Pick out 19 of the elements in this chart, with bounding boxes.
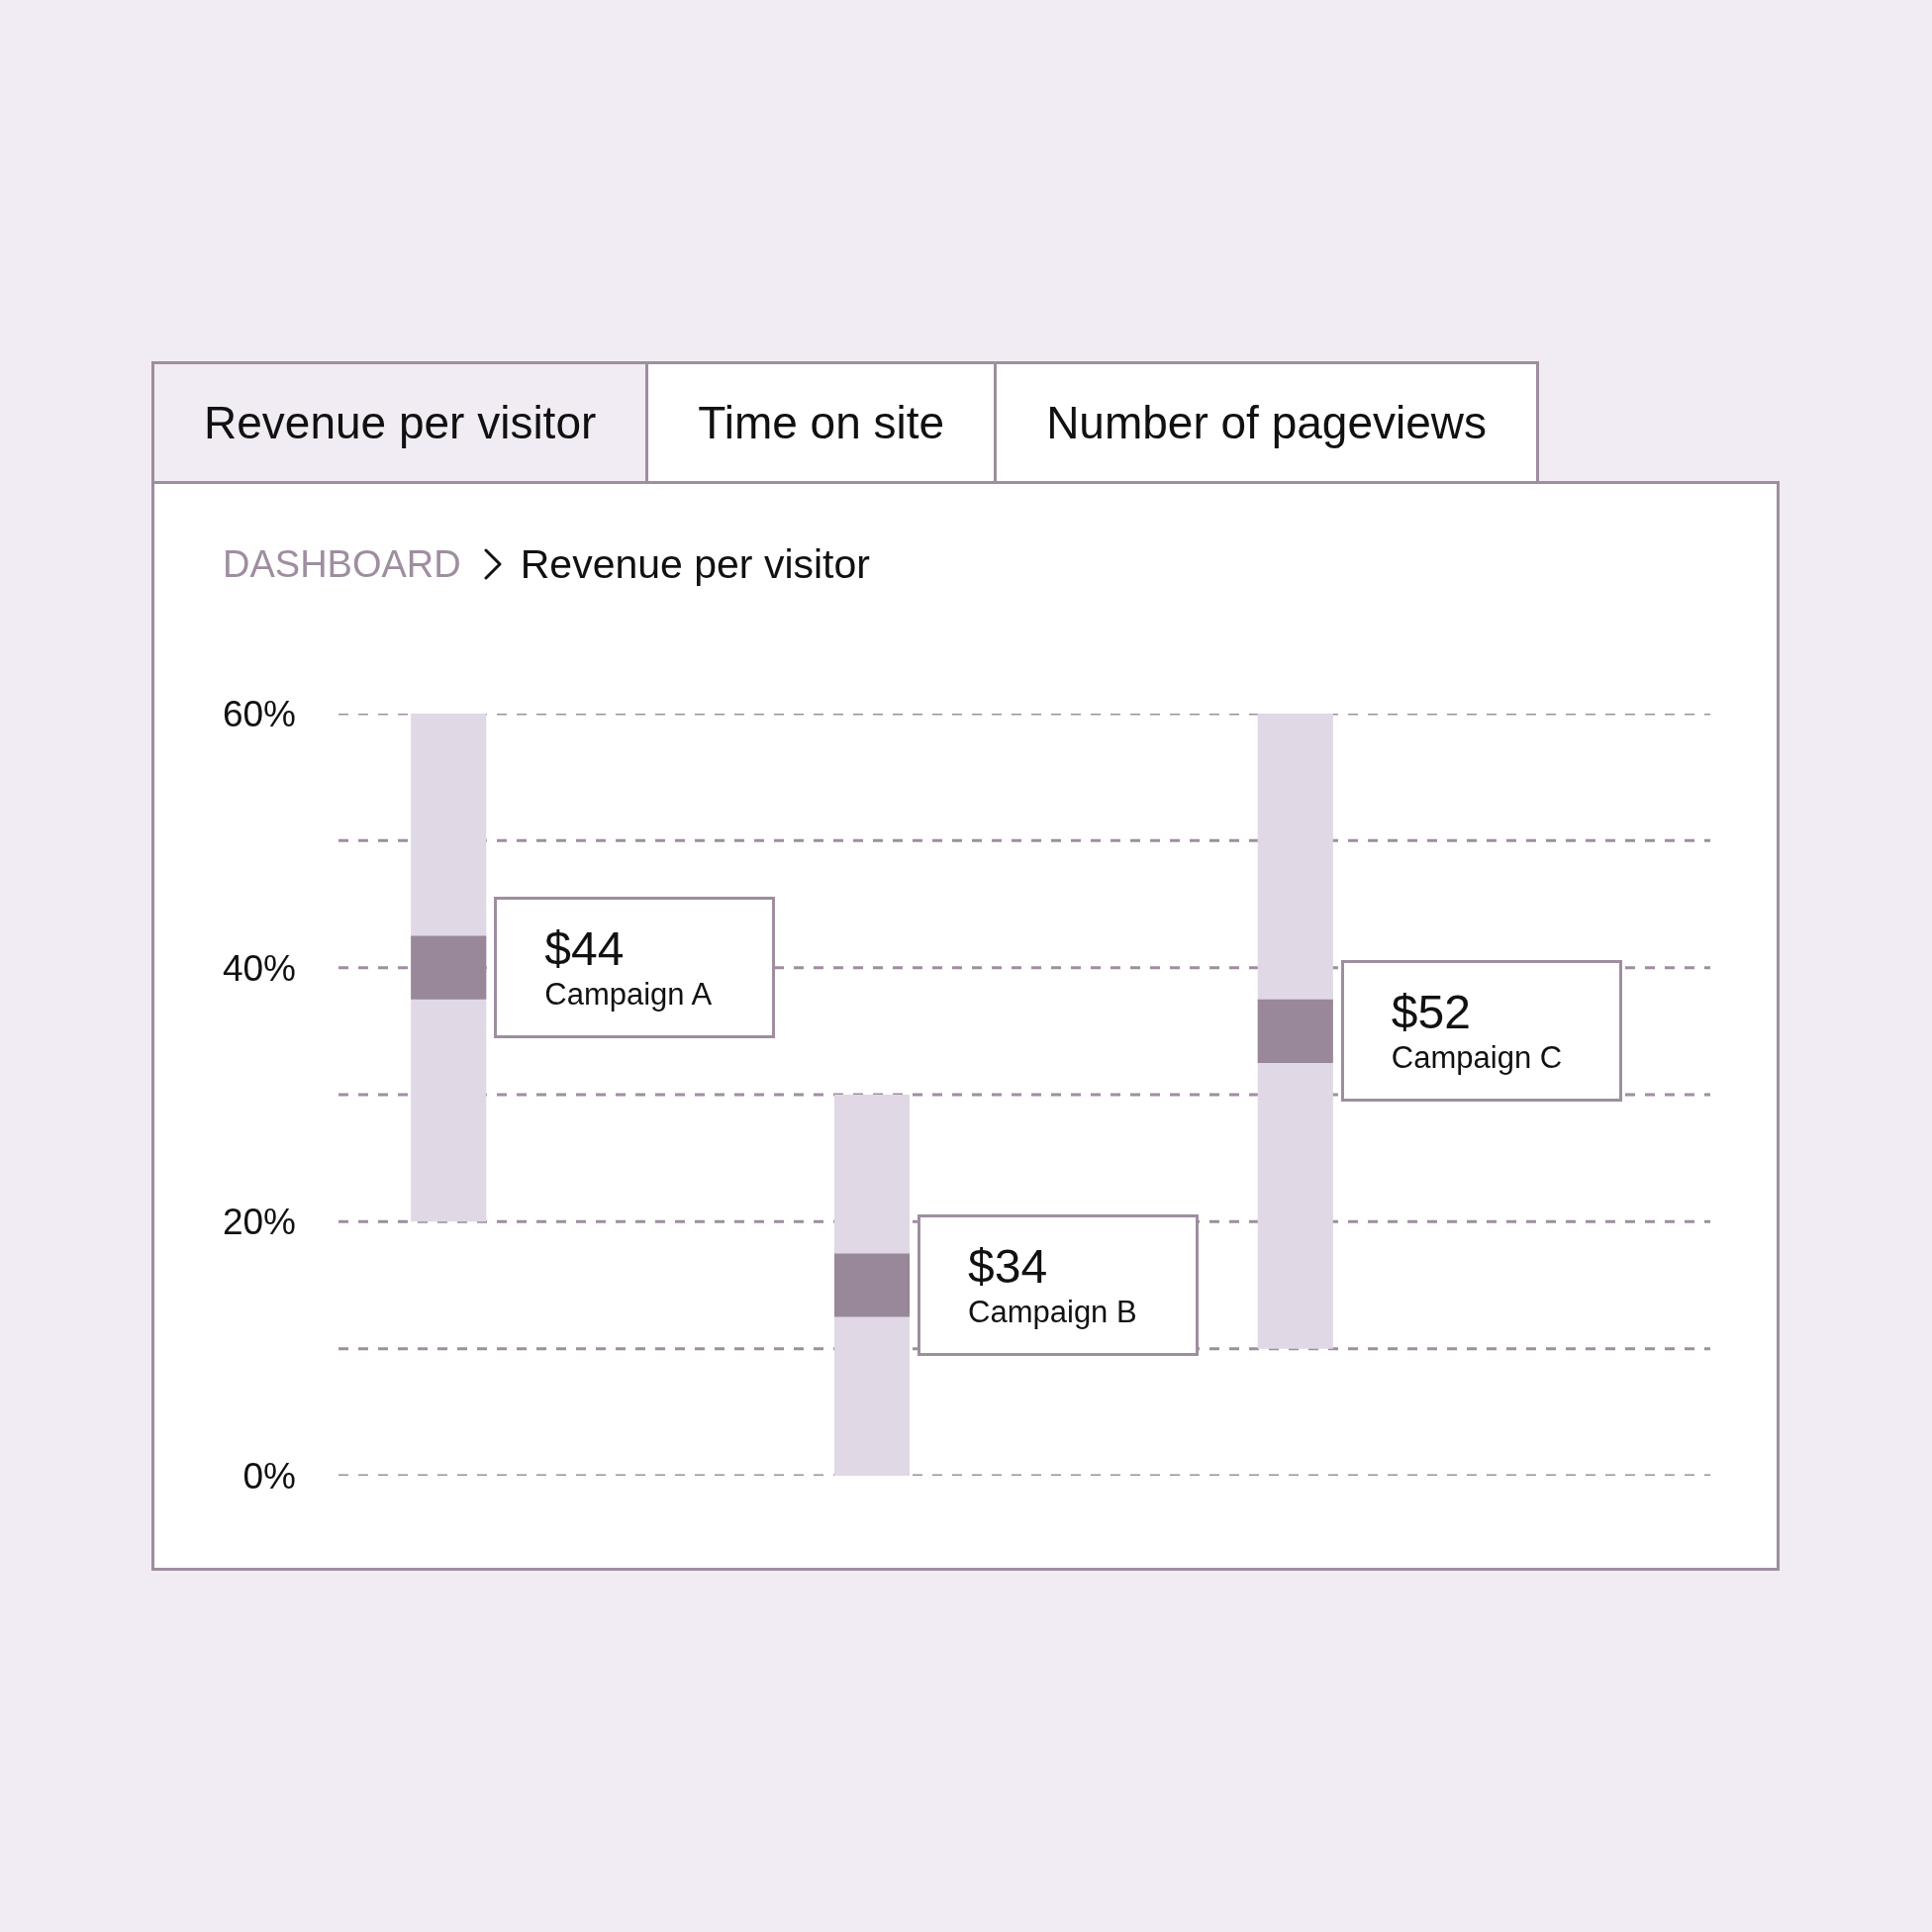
bar	[1257, 999, 1333, 1063]
y-tick-label: 0%	[242, 1455, 296, 1497]
bar	[833, 1253, 911, 1317]
y-tick-label: 60%	[222, 693, 296, 734]
callout-box: $52 Campaign C	[1340, 960, 1622, 1103]
chart-subtitle: DASHBOARD	[223, 542, 461, 586]
annotation: $34	[968, 1239, 1049, 1294]
x-tick-label: Campaign B	[968, 1293, 1138, 1331]
annotation: $52	[1391, 985, 1472, 1039]
callout-box: $44 Campaign A	[494, 897, 776, 1039]
bar	[1257, 714, 1333, 1349]
callout-box: $34 Campaign B	[918, 1214, 1200, 1356]
annotation: $44	[544, 921, 626, 976]
x-tick-label: Campaign A	[544, 975, 714, 1014]
tab: Number of pageviews	[994, 361, 1540, 484]
x-tick-label: Campaign C	[1391, 1038, 1564, 1077]
chart-title: Revenue per visitor	[520, 540, 870, 588]
y-tick-label: 40%	[222, 947, 296, 989]
y-tick-label: 20%	[222, 1202, 296, 1243]
